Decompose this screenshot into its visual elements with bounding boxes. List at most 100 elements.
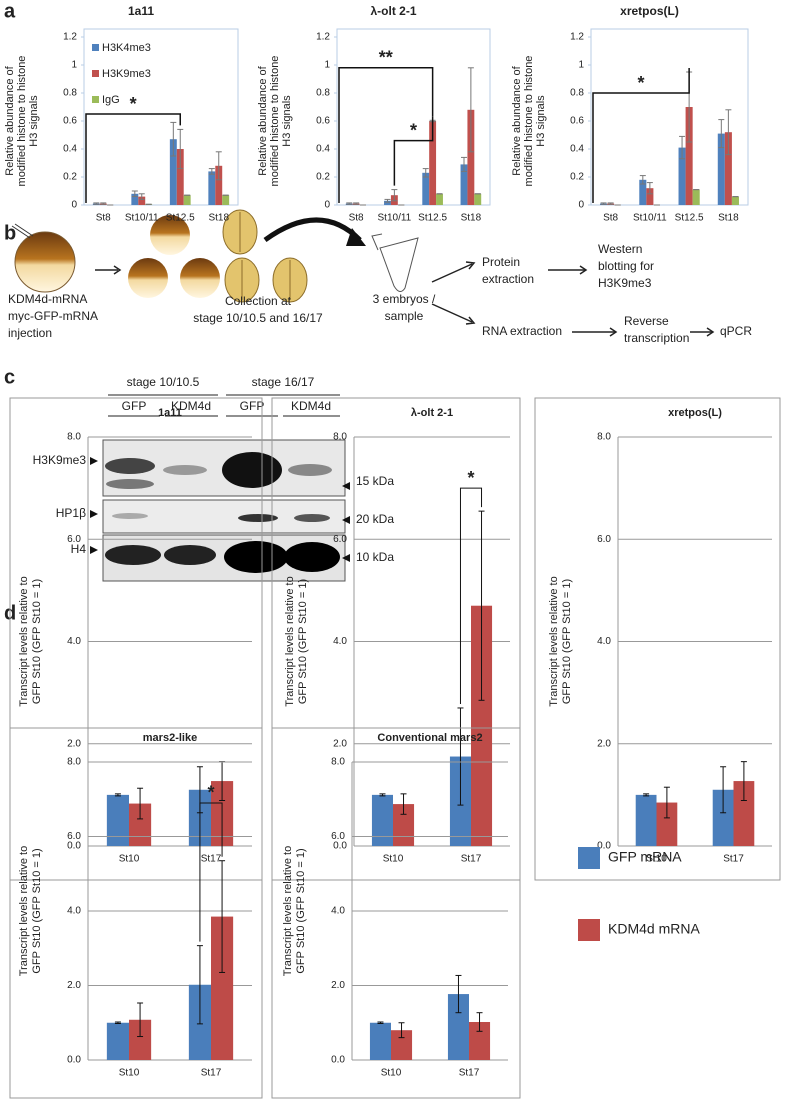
y-axis-label: Relative abundance of: [511, 65, 523, 175]
bar: [391, 1030, 413, 1060]
bar: [467, 109, 475, 205]
y-tick-label: 2.0: [67, 738, 81, 749]
y-axis-label: H3 signals: [535, 95, 547, 147]
diagram-art: [11, 209, 715, 337]
label: sample: [385, 309, 424, 323]
bar: [469, 1022, 491, 1060]
label: Reverse: [624, 314, 669, 328]
y-axis-label: GFP St10 (GFP St10 = 1): [297, 579, 309, 704]
size-label: 10 kDa: [356, 550, 394, 564]
y-tick-label: 8.0: [333, 432, 347, 443]
bar: [712, 789, 734, 846]
bar: [106, 1022, 129, 1060]
chart-frame: [271, 397, 521, 881]
lane-label: GFP: [122, 399, 147, 413]
label: transcription: [624, 331, 689, 345]
y-tick-label: 8.0: [67, 757, 81, 768]
y-tick-label: 4.0: [333, 636, 347, 647]
chart-frame: [534, 397, 781, 881]
y-tick-label: 0.2: [570, 172, 584, 183]
y-tick-label: 4.0: [67, 636, 81, 647]
bar: [429, 121, 437, 205]
x-tick-label: St8: [96, 213, 111, 224]
y-axis-label: Relative abundance of: [257, 65, 269, 175]
y-axis-label: GFP St10 (GFP St10 = 1): [31, 579, 43, 704]
stage-label: stage 16/17: [252, 375, 315, 389]
panel-label: c: [4, 366, 15, 388]
chart-title: Conventional mars2: [377, 732, 482, 744]
panel-label: a: [4, 0, 16, 22]
significance-mark: *: [207, 783, 214, 803]
y-tick-label: 2.0: [597, 738, 611, 749]
significance-bracket: [393, 116, 434, 186]
bar: [131, 193, 139, 205]
x-tick-label: St10: [646, 854, 667, 865]
x-tick-label: St12.5: [675, 213, 704, 224]
label: qPCR: [720, 324, 752, 338]
bar: [384, 200, 391, 205]
y-tick-label: 0.6: [316, 116, 330, 127]
significance-mark: **: [379, 48, 393, 68]
significance-bracket: [85, 113, 181, 203]
x-tick-label: St10: [383, 854, 404, 865]
significance-mark: *: [638, 73, 645, 93]
y-axis-label: modified histone to histone: [269, 56, 281, 187]
y-tick-label: 0: [578, 200, 584, 211]
legend-swatch: [92, 70, 99, 77]
significance-bracket: [338, 67, 434, 203]
y-axis-label: H3 signals: [28, 95, 40, 147]
y-tick-label: 6.0: [597, 534, 611, 545]
x-tick-label: St17: [723, 854, 744, 865]
x-tick-label: St8: [349, 213, 364, 224]
y-tick-label: 8.0: [331, 757, 345, 768]
label: stage 10/10.5 and 16/17: [193, 311, 323, 325]
y-axis-label: Relative abundance of: [4, 65, 16, 175]
y-tick-label: 0.4: [570, 144, 584, 155]
label: Collection at: [225, 294, 292, 308]
bar: [138, 196, 146, 205]
significance-mark: *: [467, 468, 474, 488]
bar: [215, 165, 223, 205]
bar: [678, 147, 686, 205]
bar: [393, 804, 415, 846]
bar: [692, 189, 700, 205]
y-tick-label: 4.0: [597, 636, 611, 647]
y-tick-label: 6.0: [331, 831, 345, 842]
label: RNA extraction: [482, 324, 562, 338]
bar: [176, 149, 184, 205]
size-label: 20 kDa: [356, 512, 394, 526]
chart-title: mars2-like: [143, 732, 197, 744]
x-tick-label: St10: [119, 854, 140, 865]
label: 3 embryos /: [373, 292, 436, 306]
y-tick-label: 0.8: [63, 88, 77, 99]
bar: [685, 107, 693, 205]
y-tick-label: 0.2: [316, 172, 330, 183]
bar: [474, 193, 482, 205]
significance-mark: *: [130, 94, 137, 114]
chart-title: 1a11: [158, 407, 182, 419]
significance-bracket: [459, 487, 483, 704]
y-axis-label: modified histone to histone: [16, 56, 28, 187]
blot-art: [90, 394, 350, 582]
chart-title: 1a11: [128, 4, 154, 18]
lane-label: GFP: [240, 399, 265, 413]
legend-swatch: [578, 847, 600, 869]
label: extraction: [482, 272, 534, 286]
y-tick-label: 0: [71, 200, 77, 211]
y-axis-label: Transcript levels relative to: [284, 576, 296, 706]
y-tick-label: 6.0: [333, 534, 347, 545]
row-label: H4: [71, 542, 87, 556]
bar: [211, 916, 234, 1060]
label: blotting for: [598, 259, 654, 273]
stage-label: stage 10/10.5: [127, 375, 200, 389]
y-tick-label: 1: [71, 60, 77, 71]
y-axis-label: GFP St10 (GFP St10 = 1): [295, 848, 307, 973]
bar: [731, 196, 739, 205]
x-tick-label: St12.5: [166, 213, 195, 224]
significance-bracket: [592, 68, 690, 203]
chart-title: xretpos(L): [620, 4, 679, 18]
bar: [208, 171, 216, 205]
x-tick-label: St10/11: [125, 213, 159, 224]
y-axis-label: Transcript levels relative to: [282, 846, 294, 976]
legend-label: GFP mRNA: [608, 849, 682, 865]
